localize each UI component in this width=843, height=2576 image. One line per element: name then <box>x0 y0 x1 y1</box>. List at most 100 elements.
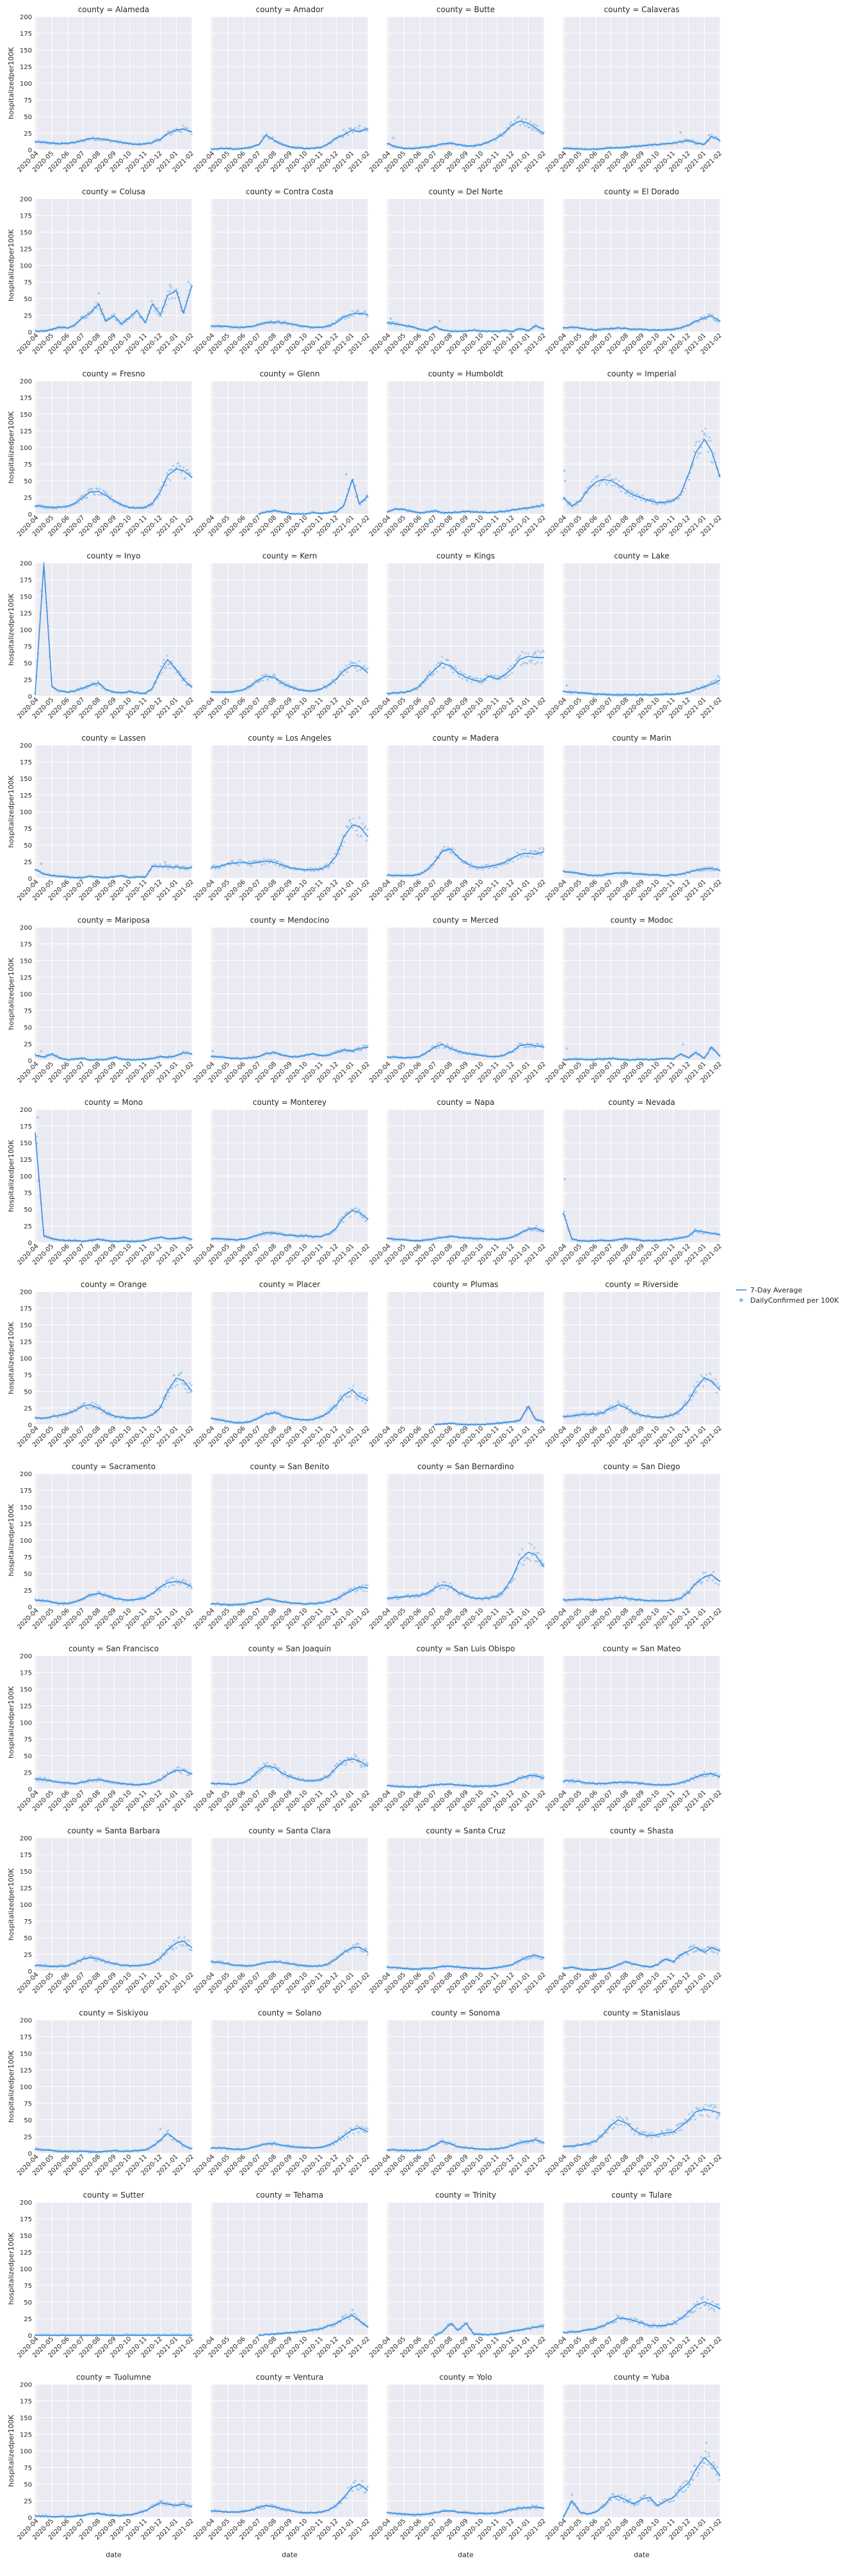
scatter-point <box>97 292 100 294</box>
y-tick-label: 200 <box>20 743 32 750</box>
scatter-point <box>86 316 88 318</box>
scatter-point <box>274 675 276 677</box>
scatter-point <box>508 673 510 675</box>
scatter-point <box>709 440 711 442</box>
y-tick-label: 125 <box>20 975 32 982</box>
scatter-point <box>168 663 170 665</box>
scatter-point <box>345 665 347 667</box>
scatter-point <box>279 682 281 684</box>
scatter-point <box>170 287 172 289</box>
y-tick-label: 150 <box>20 958 32 965</box>
scatter-point <box>355 127 357 129</box>
scatter-point <box>524 652 526 654</box>
scatter-point <box>526 855 527 857</box>
scatter-point <box>577 503 579 505</box>
scatter-point <box>504 677 506 679</box>
scatter-point <box>521 118 523 120</box>
scatter-point <box>486 674 488 676</box>
scatter-point <box>214 867 216 869</box>
scatter-point <box>628 495 630 497</box>
y-tick-label: 125 <box>20 611 32 618</box>
scatter-point <box>698 321 700 323</box>
scatter-point <box>265 673 267 675</box>
scatter-point <box>534 663 536 665</box>
y-tick-label: 25 <box>24 313 32 320</box>
panel-title: county = Lake <box>614 552 670 561</box>
scatter-point <box>91 488 93 490</box>
scatter-point <box>182 467 184 469</box>
scatter-point <box>355 830 357 832</box>
scatter-point <box>455 668 457 670</box>
scatter-point <box>538 1043 540 1045</box>
scatter-point <box>99 487 101 489</box>
panel-inyo: county = Inyo0255075100125150175200hospi… <box>7 552 195 721</box>
y-tick-label: 50 <box>24 661 32 668</box>
scatter-point <box>357 834 358 836</box>
panel-madera: county = Madera2020-042020-052020-062020… <box>368 734 547 903</box>
scatter-point <box>367 129 369 131</box>
scatter-point <box>360 835 362 837</box>
y-tick-label: 50 <box>24 478 32 485</box>
scatter-point <box>220 867 221 869</box>
scatter-point <box>509 124 511 125</box>
scatter-point <box>450 852 452 854</box>
y-tick-label: 25 <box>24 131 32 138</box>
scatter-point <box>529 659 531 661</box>
panel-title: county = Mono <box>84 1098 143 1107</box>
y-tick-label: 75 <box>24 644 32 651</box>
y-tick-label: 50 <box>24 1025 32 1032</box>
scatter-point <box>284 685 285 687</box>
scatter-point <box>179 465 181 467</box>
scatter-point <box>470 862 472 864</box>
scatter-point <box>349 661 351 663</box>
scatter-point <box>172 465 174 467</box>
scatter-point <box>251 865 253 867</box>
panel-title: county = Colusa <box>82 188 145 197</box>
scatter-point <box>517 858 519 860</box>
scatter-point <box>160 665 162 667</box>
panel-los-angeles: county = Los Angeles2020-042020-052020-0… <box>192 734 371 903</box>
scatter-point <box>477 677 479 679</box>
scatter-point <box>343 841 345 842</box>
scatter-point <box>364 825 366 827</box>
scatter-point <box>610 478 612 480</box>
scatter-point <box>469 866 471 868</box>
y-tick-label: 125 <box>20 793 32 800</box>
scatter-point <box>543 506 545 508</box>
y-axis-label: hospitalizedper100K <box>7 47 15 119</box>
scatter-point <box>348 664 350 666</box>
scatter-point <box>453 848 455 850</box>
y-tick-label: 25 <box>24 495 32 502</box>
scatter-point <box>427 678 429 680</box>
scatter-point <box>527 652 529 654</box>
scatter-point <box>481 868 483 870</box>
scatter-point <box>518 116 520 118</box>
scatter-point <box>497 675 499 677</box>
panel-title: county = Lassen <box>81 734 145 743</box>
scatter-point <box>281 1232 283 1234</box>
scatter-point <box>266 133 268 134</box>
scatter-point <box>524 125 526 127</box>
y-tick-label: 75 <box>24 1008 32 1015</box>
scatter-point <box>342 674 344 676</box>
scatter-point <box>350 823 352 825</box>
scatter-point <box>86 497 88 499</box>
panel-butte: county = Butte2020-042020-052020-062020-… <box>368 5 547 174</box>
scatter-point <box>704 428 706 430</box>
scatter-point <box>82 494 84 496</box>
scatter-point <box>347 134 349 136</box>
scatter-point <box>156 312 158 314</box>
scatter-point <box>437 1042 439 1044</box>
scatter-point <box>94 494 96 495</box>
scatter-point <box>262 1231 264 1233</box>
scatter-point <box>188 281 190 284</box>
scatter-point <box>92 136 94 138</box>
panel-title: county = Glenn <box>260 369 320 378</box>
scatter-point <box>367 667 369 669</box>
y-tick-label: 175 <box>20 759 32 766</box>
scatter-point <box>543 849 545 851</box>
scatter-point <box>711 869 712 871</box>
scatter-point <box>360 1049 362 1051</box>
scatter-point <box>166 655 168 657</box>
